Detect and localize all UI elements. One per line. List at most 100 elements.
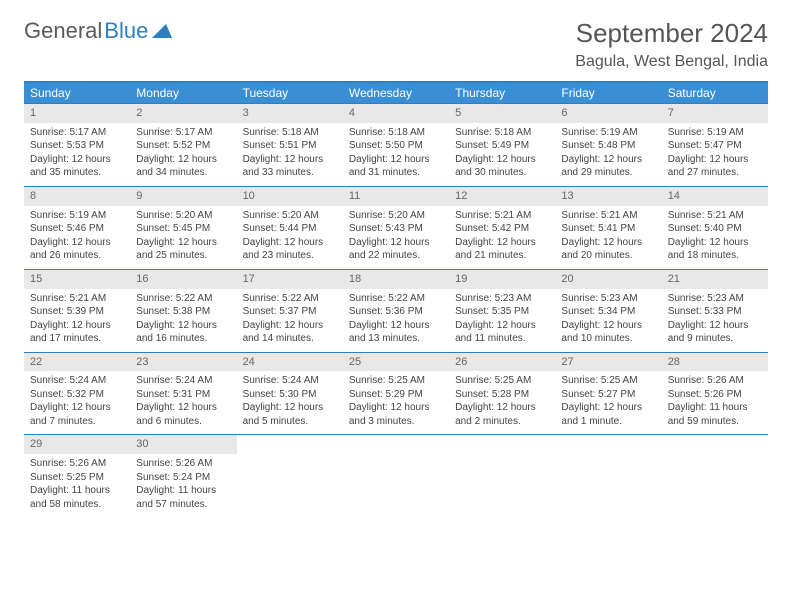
- day-body: Sunrise: 5:19 AMSunset: 5:48 PMDaylight:…: [555, 123, 661, 186]
- logo: GeneralBlue: [24, 18, 172, 44]
- day-body: Sunrise: 5:20 AMSunset: 5:45 PMDaylight:…: [130, 206, 236, 269]
- day-cell: 10Sunrise: 5:20 AMSunset: 5:44 PMDayligh…: [237, 187, 343, 269]
- weekday-friday: Friday: [555, 83, 661, 103]
- day-cell: 15Sunrise: 5:21 AMSunset: 5:39 PMDayligh…: [24, 270, 130, 352]
- sunset-text: Sunset: 5:44 PM: [243, 222, 337, 236]
- day-number: 14: [662, 187, 768, 206]
- day-number: 1: [24, 104, 130, 123]
- day-number: 18: [343, 270, 449, 289]
- day-body: Sunrise: 5:23 AMSunset: 5:35 PMDaylight:…: [449, 289, 555, 352]
- day-number: 13: [555, 187, 661, 206]
- weekday-monday: Monday: [130, 83, 236, 103]
- day-number: 21: [662, 270, 768, 289]
- sunset-text: Sunset: 5:43 PM: [349, 222, 443, 236]
- day-body: Sunrise: 5:24 AMSunset: 5:30 PMDaylight:…: [237, 371, 343, 434]
- day-number: 19: [449, 270, 555, 289]
- day-cell: 14Sunrise: 5:21 AMSunset: 5:40 PMDayligh…: [662, 187, 768, 269]
- daylight-text: Daylight: 12 hours and 30 minutes.: [455, 153, 549, 180]
- day-cell-empty: [343, 435, 449, 517]
- sunrise-text: Sunrise: 5:23 AM: [561, 292, 655, 306]
- day-number: 8: [24, 187, 130, 206]
- sunset-text: Sunset: 5:46 PM: [30, 222, 124, 236]
- day-cell: 18Sunrise: 5:22 AMSunset: 5:36 PMDayligh…: [343, 270, 449, 352]
- day-body: Sunrise: 5:26 AMSunset: 5:25 PMDaylight:…: [24, 454, 130, 517]
- sunset-text: Sunset: 5:29 PM: [349, 388, 443, 402]
- day-cell: 5Sunrise: 5:18 AMSunset: 5:49 PMDaylight…: [449, 104, 555, 186]
- sunset-text: Sunset: 5:24 PM: [136, 471, 230, 485]
- day-cell: 16Sunrise: 5:22 AMSunset: 5:38 PMDayligh…: [130, 270, 236, 352]
- daylight-text: Daylight: 12 hours and 22 minutes.: [349, 236, 443, 263]
- day-cell-empty: [555, 435, 661, 517]
- day-number: 22: [24, 353, 130, 372]
- sunrise-text: Sunrise: 5:24 AM: [136, 374, 230, 388]
- sunrise-text: Sunrise: 5:18 AM: [243, 126, 337, 140]
- sunrise-text: Sunrise: 5:20 AM: [349, 209, 443, 223]
- sunset-text: Sunset: 5:25 PM: [30, 471, 124, 485]
- triangle-icon: [152, 18, 172, 44]
- day-body: Sunrise: 5:23 AMSunset: 5:33 PMDaylight:…: [662, 289, 768, 352]
- sunrise-text: Sunrise: 5:21 AM: [455, 209, 549, 223]
- day-number: 2: [130, 104, 236, 123]
- title-block: September 2024 Bagula, West Bengal, Indi…: [575, 18, 768, 71]
- day-cell: 1Sunrise: 5:17 AMSunset: 5:53 PMDaylight…: [24, 104, 130, 186]
- daylight-text: Daylight: 12 hours and 20 minutes.: [561, 236, 655, 263]
- sunrise-text: Sunrise: 5:18 AM: [349, 126, 443, 140]
- day-cell: 19Sunrise: 5:23 AMSunset: 5:35 PMDayligh…: [449, 270, 555, 352]
- daylight-text: Daylight: 12 hours and 7 minutes.: [30, 401, 124, 428]
- day-cell: 27Sunrise: 5:25 AMSunset: 5:27 PMDayligh…: [555, 353, 661, 435]
- header: GeneralBlue September 2024 Bagula, West …: [24, 18, 768, 71]
- sunset-text: Sunset: 5:36 PM: [349, 305, 443, 319]
- sunset-text: Sunset: 5:51 PM: [243, 139, 337, 153]
- sunrise-text: Sunrise: 5:20 AM: [136, 209, 230, 223]
- day-body: Sunrise: 5:19 AMSunset: 5:47 PMDaylight:…: [662, 123, 768, 186]
- day-number: 27: [555, 353, 661, 372]
- sunrise-text: Sunrise: 5:23 AM: [668, 292, 762, 306]
- day-cell-empty: [662, 435, 768, 517]
- sunrise-text: Sunrise: 5:19 AM: [668, 126, 762, 140]
- daylight-text: Daylight: 12 hours and 29 minutes.: [561, 153, 655, 180]
- sunrise-text: Sunrise: 5:18 AM: [455, 126, 549, 140]
- day-number: 28: [662, 353, 768, 372]
- day-body: Sunrise: 5:26 AMSunset: 5:24 PMDaylight:…: [130, 454, 236, 517]
- weeks-container: 1Sunrise: 5:17 AMSunset: 5:53 PMDaylight…: [24, 103, 768, 517]
- day-body: Sunrise: 5:17 AMSunset: 5:53 PMDaylight:…: [24, 123, 130, 186]
- day-number: 9: [130, 187, 236, 206]
- day-cell: 2Sunrise: 5:17 AMSunset: 5:52 PMDaylight…: [130, 104, 236, 186]
- daylight-text: Daylight: 12 hours and 33 minutes.: [243, 153, 337, 180]
- sunset-text: Sunset: 5:42 PM: [455, 222, 549, 236]
- day-body: Sunrise: 5:22 AMSunset: 5:36 PMDaylight:…: [343, 289, 449, 352]
- day-body: Sunrise: 5:21 AMSunset: 5:40 PMDaylight:…: [662, 206, 768, 269]
- sunrise-text: Sunrise: 5:23 AM: [455, 292, 549, 306]
- daylight-text: Daylight: 12 hours and 27 minutes.: [668, 153, 762, 180]
- day-cell: 28Sunrise: 5:26 AMSunset: 5:26 PMDayligh…: [662, 353, 768, 435]
- day-cell: 17Sunrise: 5:22 AMSunset: 5:37 PMDayligh…: [237, 270, 343, 352]
- sunset-text: Sunset: 5:41 PM: [561, 222, 655, 236]
- daylight-text: Daylight: 12 hours and 5 minutes.: [243, 401, 337, 428]
- day-number: 6: [555, 104, 661, 123]
- day-cell: 26Sunrise: 5:25 AMSunset: 5:28 PMDayligh…: [449, 353, 555, 435]
- day-number: 17: [237, 270, 343, 289]
- daylight-text: Daylight: 12 hours and 16 minutes.: [136, 319, 230, 346]
- sunrise-text: Sunrise: 5:24 AM: [243, 374, 337, 388]
- sunrise-text: Sunrise: 5:24 AM: [30, 374, 124, 388]
- daylight-text: Daylight: 12 hours and 1 minute.: [561, 401, 655, 428]
- day-number: 26: [449, 353, 555, 372]
- day-cell-empty: [449, 435, 555, 517]
- day-body: Sunrise: 5:20 AMSunset: 5:43 PMDaylight:…: [343, 206, 449, 269]
- day-number: 5: [449, 104, 555, 123]
- sunrise-text: Sunrise: 5:19 AM: [561, 126, 655, 140]
- daylight-text: Daylight: 11 hours and 57 minutes.: [136, 484, 230, 511]
- day-body: Sunrise: 5:21 AMSunset: 5:41 PMDaylight:…: [555, 206, 661, 269]
- sunset-text: Sunset: 5:27 PM: [561, 388, 655, 402]
- sunrise-text: Sunrise: 5:19 AM: [30, 209, 124, 223]
- day-cell: 29Sunrise: 5:26 AMSunset: 5:25 PMDayligh…: [24, 435, 130, 517]
- day-cell: 13Sunrise: 5:21 AMSunset: 5:41 PMDayligh…: [555, 187, 661, 269]
- day-body: Sunrise: 5:18 AMSunset: 5:49 PMDaylight:…: [449, 123, 555, 186]
- day-number: 3: [237, 104, 343, 123]
- week-row: 8Sunrise: 5:19 AMSunset: 5:46 PMDaylight…: [24, 186, 768, 269]
- day-number: 29: [24, 435, 130, 454]
- day-body: Sunrise: 5:19 AMSunset: 5:46 PMDaylight:…: [24, 206, 130, 269]
- sunset-text: Sunset: 5:38 PM: [136, 305, 230, 319]
- day-number: 24: [237, 353, 343, 372]
- daylight-text: Daylight: 12 hours and 21 minutes.: [455, 236, 549, 263]
